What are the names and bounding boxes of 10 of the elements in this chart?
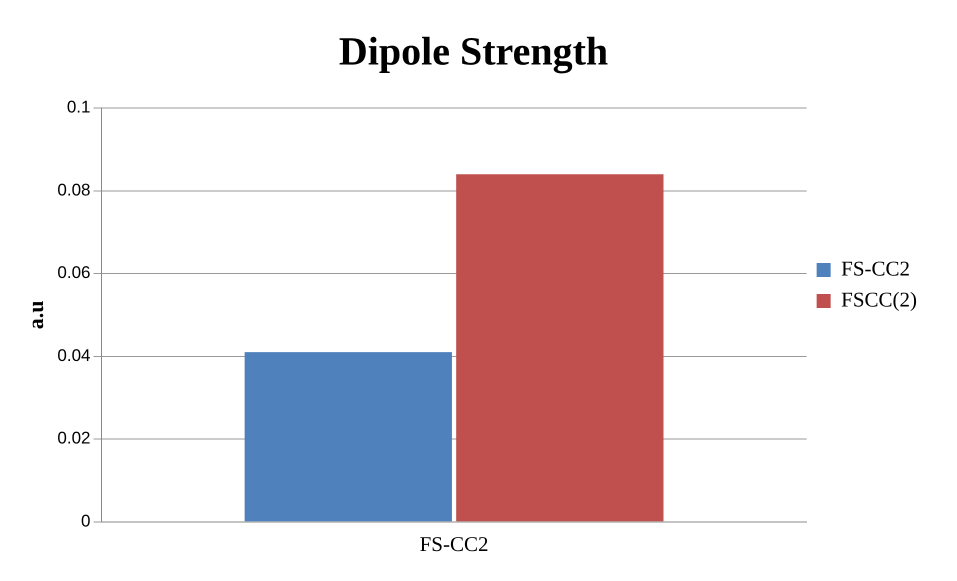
y-tick-label: 0.02 (57, 428, 90, 448)
legend-label: FS-CC2 (841, 256, 910, 281)
legend-label: FSCC(2) (841, 288, 918, 312)
y-tick-label: 0.06 (57, 263, 90, 282)
y-tick-label: 0.08 (57, 180, 90, 200)
y-tick-label: 0.1 (66, 98, 90, 117)
chart-title: Dipole Strength (338, 28, 608, 74)
y-tick-label: 0.04 (57, 346, 90, 365)
y-tick-label: 0 (81, 511, 90, 530)
y-axis-title: a.u (22, 300, 48, 330)
